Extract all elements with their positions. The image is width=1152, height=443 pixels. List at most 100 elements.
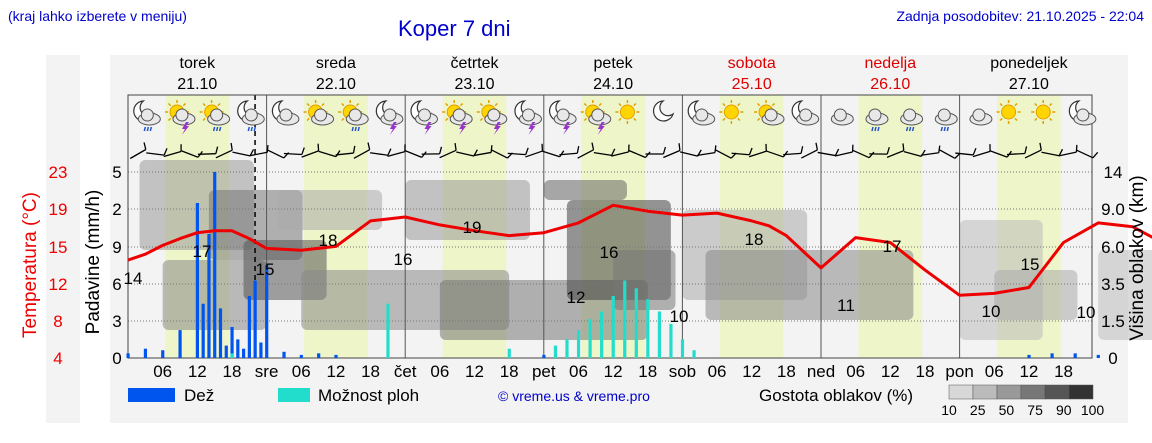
rain-bar	[282, 351, 286, 358]
rain-bar	[1027, 354, 1031, 358]
day-name: nedelja	[864, 55, 916, 72]
cloud-density-swatch	[972, 384, 998, 400]
temperature-tick: 4	[53, 349, 62, 368]
cloud-density-tick: 100	[1081, 402, 1105, 418]
cloud-density-tick: 50	[999, 402, 1015, 418]
sun-icon	[1031, 100, 1056, 124]
temperature-label: 11	[837, 296, 855, 315]
moon-storm-icon	[410, 100, 439, 135]
moon-cloud-icon	[1068, 100, 1097, 126]
moon-storm-icon	[548, 100, 577, 135]
x-tick-label: 12	[465, 362, 484, 381]
sun-icon	[719, 100, 744, 124]
x-tick-label: 18	[500, 362, 519, 381]
moon-cloud-icon	[271, 100, 300, 126]
wind-barb-icon	[1076, 149, 1099, 159]
cloud-height-tick: 0	[1108, 349, 1117, 368]
temperature-tick: 15	[49, 238, 68, 257]
cloud-density-blob	[994, 270, 1078, 320]
wind-barb-icon	[525, 143, 544, 158]
x-tick-label: 12	[188, 362, 207, 381]
rain-bar	[542, 354, 546, 358]
temperature-label: 16	[600, 243, 619, 262]
rain-bar	[236, 339, 240, 358]
temperature-tick: 8	[53, 312, 62, 331]
shower-bar	[646, 299, 650, 358]
cloud-density-tick: 10	[941, 402, 957, 418]
wind-barb-icon	[1058, 144, 1078, 157]
x-tick-label: 18	[638, 362, 657, 381]
rain-bar	[334, 354, 338, 358]
x-tick-label: čet	[394, 362, 417, 381]
rain-bar	[317, 353, 321, 358]
day-name: sobota	[728, 55, 776, 72]
cloud-density-legend-label: Gostota oblakov (%)	[759, 386, 913, 405]
cloud-density-blob	[613, 250, 676, 310]
rain-legend-swatch	[128, 388, 175, 402]
wind-barb-icon	[955, 147, 977, 156]
wind-barb-icon	[301, 143, 320, 158]
cloud-density-tick: 25	[970, 402, 986, 418]
rain-bar	[218, 308, 223, 358]
credit-link[interactable]: © vreme.us & vreme.pro	[498, 388, 650, 404]
wind-barb-icon	[577, 142, 595, 159]
temperature-tick: 23	[49, 163, 68, 182]
sun-icon	[996, 100, 1021, 124]
wind-barb-icon	[611, 144, 630, 157]
x-tick-label: 12	[881, 362, 900, 381]
rain-bar	[178, 330, 182, 358]
wind-barb-icon	[163, 144, 182, 158]
rain-bar	[1096, 354, 1100, 358]
x-tick-label: 06	[708, 362, 727, 381]
x-tick-label: 06	[430, 362, 449, 381]
rain-bar	[230, 327, 234, 358]
sun-rain-icon	[199, 100, 231, 132]
cloud-height-tick: 6.0	[1101, 238, 1125, 257]
sun-storm-icon	[476, 100, 508, 135]
x-tick-label: sre	[255, 362, 279, 381]
showers-legend-swatch	[278, 388, 310, 402]
wind-barb-icon	[817, 148, 840, 157]
x-tick-label: 06	[569, 362, 588, 381]
wind-barb-icon	[783, 146, 804, 156]
x-tick-label: 06	[985, 362, 1004, 381]
day-date: 21.10	[177, 76, 217, 93]
wind-barb-icon	[335, 145, 356, 156]
cloud-height-tick: 9.0	[1101, 200, 1125, 219]
left-axis-panel	[46, 55, 80, 423]
shower-bar	[588, 319, 592, 358]
x-tick-label: pon	[945, 362, 973, 381]
shower-bar	[600, 311, 604, 358]
temperature-label: 15	[1021, 255, 1040, 274]
temperature-label: 15	[256, 260, 275, 279]
wind-barb-icon	[215, 142, 233, 159]
shower-bar	[386, 303, 390, 358]
day-name: ponedeljek	[990, 55, 1068, 72]
x-tick-label: ned	[807, 362, 835, 381]
day-date: 22.10	[316, 76, 356, 93]
temperature-line	[127, 203, 1152, 297]
cloud-density-swatch	[996, 384, 1022, 400]
wind-barb-icon	[886, 143, 905, 158]
rain-bar	[265, 265, 269, 358]
day-date: 25.10	[732, 76, 772, 93]
day-date: 23.10	[454, 76, 494, 93]
cloud-density-tick: 90	[1056, 402, 1072, 418]
shower-bar	[611, 296, 615, 358]
rain-bar	[161, 350, 165, 358]
precipitation-tick: 0	[112, 349, 121, 368]
rain-bar	[242, 348, 246, 358]
location-menu-link[interactable]: (kraj lahko izberete v meniju)	[8, 8, 187, 24]
temperature-label: 10	[1077, 303, 1096, 322]
sun-cloud-icon	[754, 100, 785, 126]
cloud-icon	[830, 108, 854, 126]
temperature-label: 19	[463, 218, 482, 237]
day-name: petek	[594, 55, 634, 72]
precipitation-tick: 3	[112, 312, 121, 331]
day-date: 27.10	[1009, 76, 1049, 93]
x-tick-label: 12	[326, 362, 345, 381]
moon-storm-icon	[375, 100, 404, 135]
wind-barb-icon	[801, 142, 819, 159]
day-date: 26.10	[870, 76, 910, 93]
